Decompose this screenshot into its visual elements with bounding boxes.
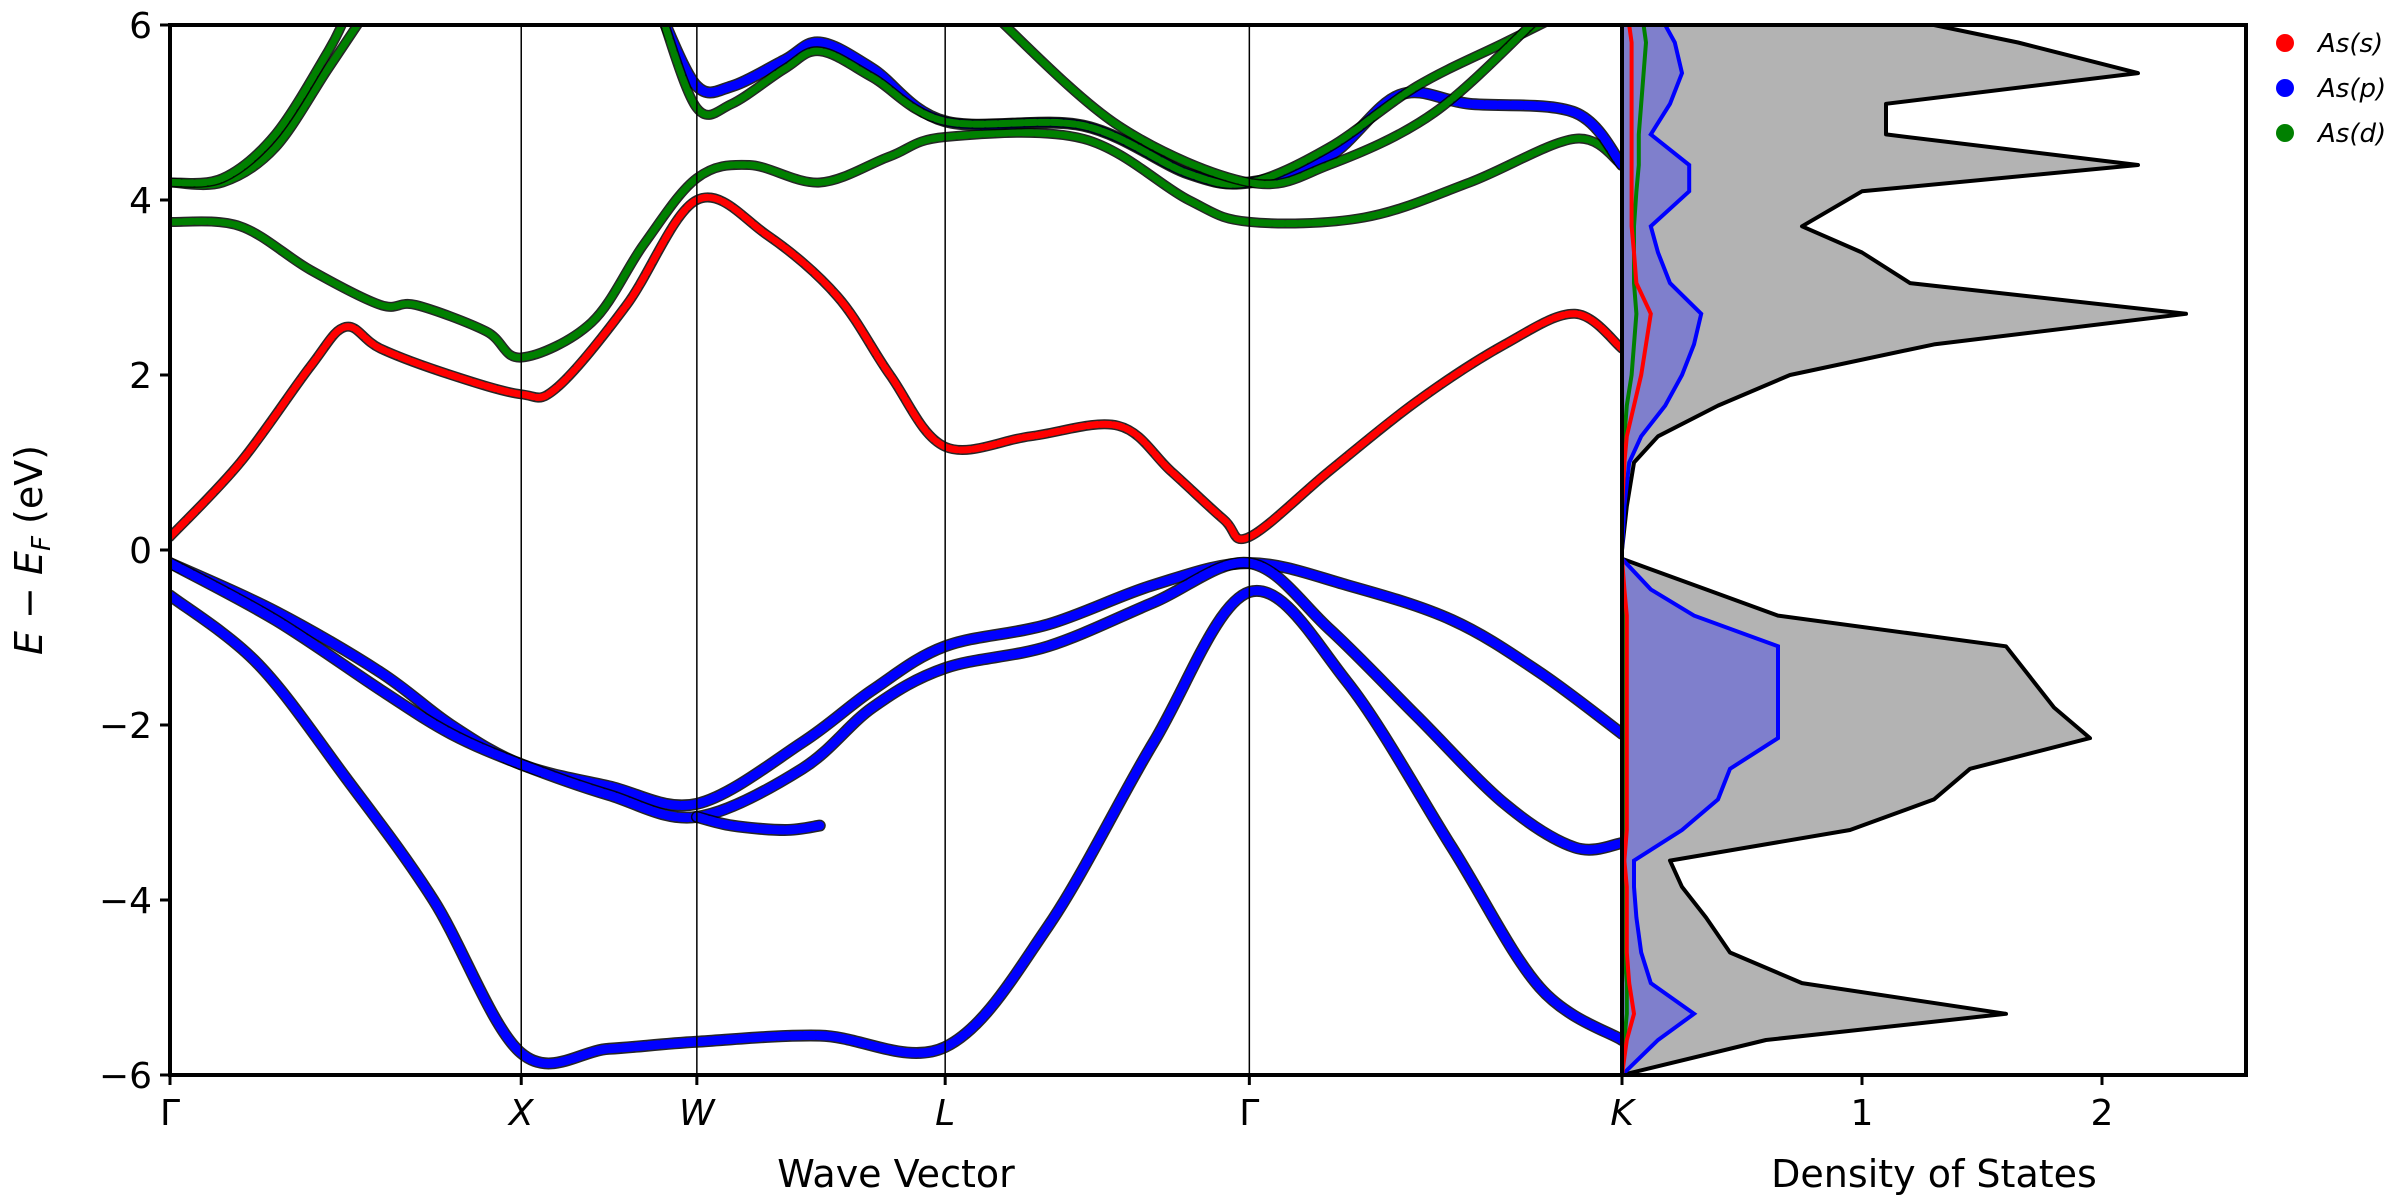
kpoint-label: Γ bbox=[160, 1093, 180, 1134]
x-axis-title-wave-vector: Wave Vector bbox=[777, 1152, 1015, 1196]
legend-marker bbox=[2276, 34, 2294, 52]
dos-total-area bbox=[1622, 25, 2186, 1075]
legend-label: As(p) bbox=[2316, 74, 2386, 104]
band-line bbox=[660, 25, 1622, 189]
kpoint-label: X bbox=[507, 1093, 535, 1134]
y-axis-title-energy: E − EF (eV) bbox=[7, 445, 57, 655]
dos-d-line bbox=[1622, 25, 1649, 1075]
ylabel-e: E bbox=[7, 631, 51, 655]
band-line bbox=[170, 586, 1622, 1068]
dos-tick-label: 2 bbox=[2091, 1093, 2114, 1134]
y-tick-label: 0 bbox=[129, 531, 152, 572]
y-tick-label: −4 bbox=[99, 881, 152, 922]
x-axis-title-density-of-states: Density of States bbox=[1771, 1152, 2097, 1196]
dos-plot-frame bbox=[1620, 23, 2248, 1077]
band-line-outline bbox=[170, 127, 1622, 363]
kpoint-label: L bbox=[935, 1093, 955, 1134]
ylabel-unit: (eV) bbox=[7, 445, 51, 536]
y-tick-label: −6 bbox=[99, 1056, 152, 1097]
kpoint-label: W bbox=[679, 1093, 716, 1134]
y-tick-label: −2 bbox=[99, 706, 152, 747]
legend-item: As(s) bbox=[2276, 29, 2383, 59]
dos-s-line bbox=[1622, 25, 1653, 1075]
band-lines bbox=[170, 25, 1622, 1070]
legend-marker bbox=[2276, 79, 2294, 97]
dos-ticks bbox=[1860, 1075, 2104, 1085]
legend-marker bbox=[2276, 124, 2294, 142]
dos-total-line bbox=[1622, 25, 2188, 1075]
legend-item: As(p) bbox=[2276, 74, 2386, 104]
band-line bbox=[999, 25, 1536, 188]
legend-label: As(s) bbox=[2316, 29, 2383, 59]
legend-label: As(d) bbox=[2316, 119, 2386, 149]
y-tick-label: 2 bbox=[129, 356, 152, 397]
band-ticks bbox=[160, 23, 1624, 1085]
kpoint-label: K bbox=[1610, 1093, 1636, 1134]
dos-tick-label: 1 bbox=[1851, 1093, 1874, 1134]
band-line-outline bbox=[659, 25, 1552, 190]
kpoint-lines bbox=[520, 25, 1251, 1075]
band-line-outline bbox=[170, 192, 1622, 545]
legend-item: As(d) bbox=[2276, 119, 2386, 149]
band-line bbox=[170, 129, 1622, 361]
y-tick-label: 6 bbox=[129, 6, 152, 47]
band-line bbox=[170, 558, 1622, 855]
y-tick-label: 4 bbox=[129, 181, 152, 222]
ylabel-minus: − bbox=[7, 575, 51, 631]
band-plot-frame bbox=[168, 23, 1624, 1077]
band-line bbox=[170, 558, 1622, 810]
band-line bbox=[170, 25, 346, 187]
legend: As(s) As(p) As(d) bbox=[2276, 29, 2386, 149]
dos-p-area bbox=[1622, 25, 1778, 1075]
kpoint-label: Γ bbox=[1239, 1093, 1259, 1134]
ylabel-e-fermi: E bbox=[7, 551, 51, 575]
band-line bbox=[692, 812, 825, 835]
dos-p-line bbox=[1622, 25, 1780, 1075]
band-line bbox=[661, 25, 1548, 188]
ylabel-subscript-f: F bbox=[27, 535, 57, 551]
energy-tick-labels: −6 −4 −2 0 2 4 6 bbox=[99, 6, 152, 1097]
band-line bbox=[170, 194, 1622, 543]
